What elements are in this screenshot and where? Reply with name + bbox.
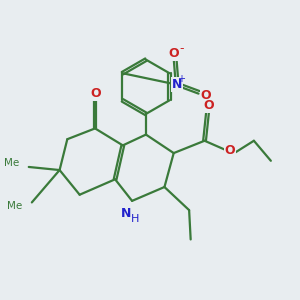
Text: O: O [90, 87, 101, 100]
Text: O: O [201, 89, 212, 102]
Text: N: N [121, 207, 132, 220]
Text: +: + [177, 74, 185, 84]
Text: Me: Me [7, 200, 22, 211]
Text: O: O [168, 47, 179, 60]
Text: -: - [180, 42, 184, 55]
Text: O: O [225, 144, 236, 157]
Text: Me: Me [4, 158, 20, 168]
Text: N: N [172, 78, 182, 91]
Text: H: H [131, 214, 139, 224]
Text: O: O [203, 99, 214, 112]
